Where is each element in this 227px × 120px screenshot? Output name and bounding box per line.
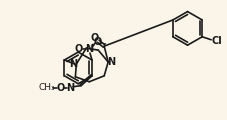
Text: +: + (89, 43, 95, 48)
Text: O: O (75, 44, 83, 54)
Text: O: O (90, 33, 98, 43)
Text: N: N (66, 83, 74, 93)
Text: N: N (107, 57, 115, 67)
Text: CH₃: CH₃ (39, 83, 56, 92)
Text: Cl: Cl (212, 36, 222, 46)
Text: −: − (99, 39, 106, 48)
Text: N: N (69, 59, 77, 69)
Text: O: O (94, 37, 102, 47)
Text: N: N (85, 44, 93, 54)
Text: O: O (56, 83, 64, 93)
